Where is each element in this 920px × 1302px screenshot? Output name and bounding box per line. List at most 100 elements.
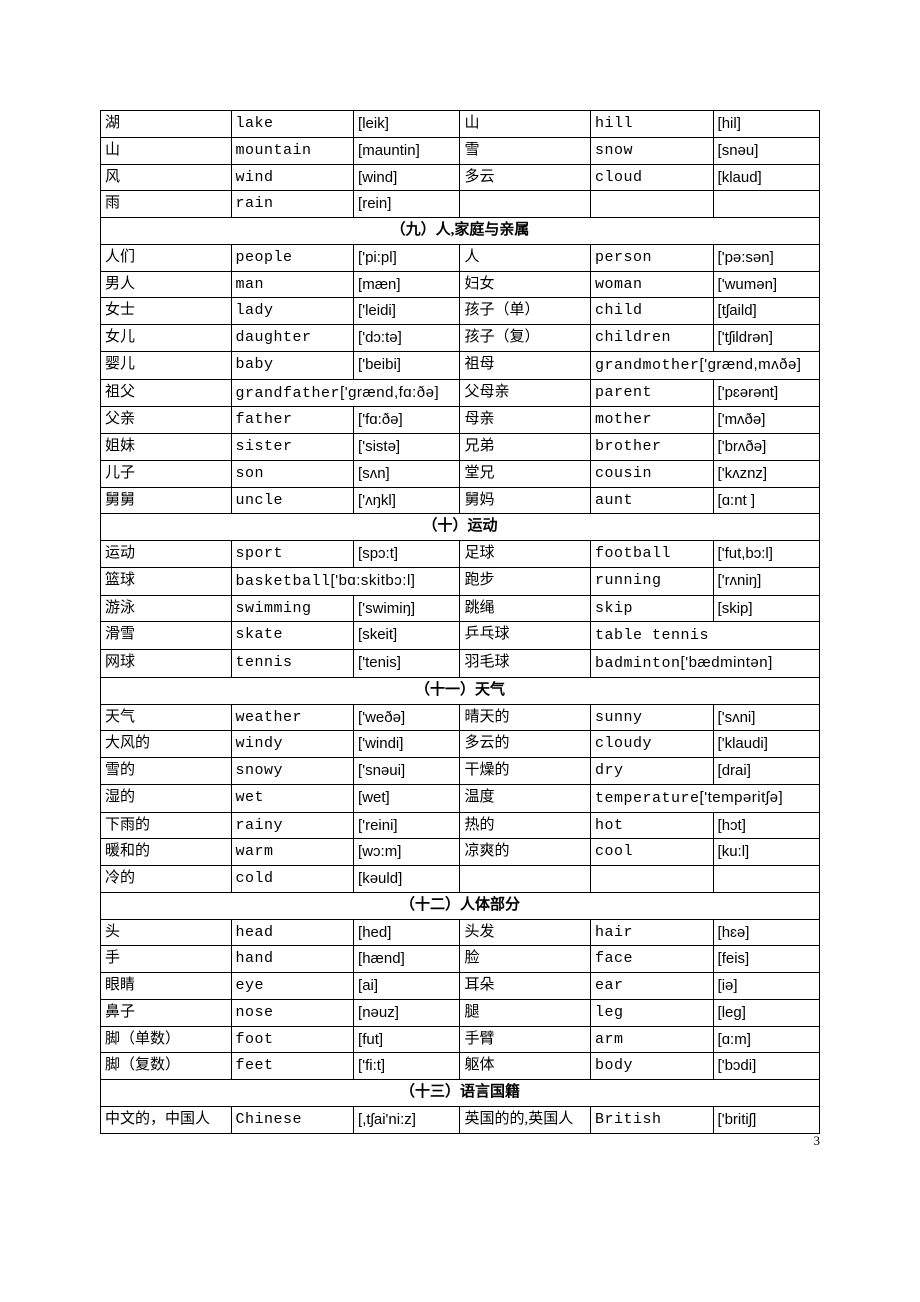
english-left: skate [231,622,354,650]
ipa-right: ['klaudi] [713,731,819,758]
chinese-left: 女儿 [101,325,232,352]
english-left: baby [231,351,354,379]
ipa-right [713,866,819,893]
chinese-right: 祖母 [460,351,591,379]
ipa-right: [hil] [713,111,819,138]
chinese-left: 大风的 [101,731,232,758]
chinese-right: 舅妈 [460,487,591,514]
english-ipa-right: table tennis [591,622,820,650]
ipa-left: ['snəui] [354,758,460,785]
section-header-row: （十一）天气 [101,677,820,704]
english-right: snow [591,137,714,164]
ipa-right: [hɛə] [713,919,819,946]
ipa-right: [iə] [713,973,819,1000]
ipa-left: ['ʌŋkl] [354,487,460,514]
english-left: snowy [231,758,354,785]
ipa-right [713,191,819,218]
ipa-left: [,tʃai'ni:z] [354,1106,460,1133]
english-right: ear [591,973,714,1000]
english-left: people [231,244,354,271]
chinese-right [460,191,591,218]
english-ipa-left: basketball['bɑ:skitbɔ:l] [231,567,460,595]
ipa-left: ['tenis] [354,650,460,678]
ipa-left: [skeit] [354,622,460,650]
ipa-right: [snəu] [713,137,819,164]
chinese-left: 下雨的 [101,812,232,839]
english-left: head [231,919,354,946]
ipa-right: [leg] [713,999,819,1026]
ipa-right: [ɑ:m] [713,1026,819,1053]
ipa-left: [hænd] [354,946,460,973]
vocab-row: 手hand[hænd]脸face[feis] [101,946,820,973]
english-left: nose [231,999,354,1026]
vocab-row: 湖lake[leik]山hill[hil] [101,111,820,138]
section-header-row: （九）人,家庭与亲属 [101,218,820,245]
english-right: child [591,298,714,325]
chinese-left: 姐妹 [101,434,232,461]
english-right: skip [591,595,714,622]
ipa-right: ['pɛərənt] [713,379,819,407]
english-left: lake [231,111,354,138]
english-right: woman [591,271,714,298]
chinese-right: 父母亲 [460,379,591,407]
english-left: sister [231,434,354,461]
english-left: uncle [231,487,354,514]
english-right: body [591,1053,714,1080]
vocab-row: 婴儿baby['beibi]祖母grandmother['grænd,mʌðə] [101,351,820,379]
page: 湖lake[leik]山hill[hil]山mountain[mauntin]雪… [0,0,920,1174]
chinese-left: 父亲 [101,407,232,434]
english-right: running [591,567,714,595]
english-left: Chinese [231,1106,354,1133]
vocab-row: 冷的cold[kəuld] [101,866,820,893]
chinese-right [460,866,591,893]
chinese-right: 多云的 [460,731,591,758]
chinese-right: 头发 [460,919,591,946]
ipa-left: [wet] [354,784,460,812]
chinese-right: 孩子（单） [460,298,591,325]
vocab-row: 父亲father['fɑ:ðə]母亲mother['mʌðə] [101,407,820,434]
english-right: sunny [591,704,714,731]
ipa-left: [wɔ:m] [354,839,460,866]
vocab-row: 滑雪skate[skeit]乒乓球table tennis [101,622,820,650]
chinese-left: 山 [101,137,232,164]
chinese-right: 雪 [460,137,591,164]
english-right: cloudy [591,731,714,758]
chinese-right: 多云 [460,164,591,191]
ipa-right: [hɔt] [713,812,819,839]
ipa-left: ['fi:t] [354,1053,460,1080]
vocab-row: 男人man[mæn]妇女woman['wumən] [101,271,820,298]
ipa-left: [ai] [354,973,460,1000]
chinese-right: 腿 [460,999,591,1026]
english-right: football [591,541,714,568]
ipa-left: [leik] [354,111,460,138]
english-right: cloud [591,164,714,191]
chinese-left: 滑雪 [101,622,232,650]
ipa-right: ['pə:sən] [713,244,819,271]
chinese-right: 躯体 [460,1053,591,1080]
english-right: brother [591,434,714,461]
chinese-right: 晴天的 [460,704,591,731]
chinese-left: 舅舅 [101,487,232,514]
vocab-row: 舅舅uncle['ʌŋkl]舅妈aunt[ɑ:nt ] [101,487,820,514]
english-right: cool [591,839,714,866]
vocab-row: 湿的wet[wet]温度temperature['tempəritʃə] [101,784,820,812]
chinese-left: 中文的，中国人 [101,1106,232,1133]
chinese-right: 脸 [460,946,591,973]
chinese-left: 雨 [101,191,232,218]
vocab-row: 雨rain[rein] [101,191,820,218]
english-left: rainy [231,812,354,839]
chinese-right: 手臂 [460,1026,591,1053]
chinese-right: 妇女 [460,271,591,298]
vocab-row: 人们people['pi:pl]人person['pə:sən] [101,244,820,271]
page-number: 3 [814,1133,821,1149]
ipa-right: [ɑ:nt ] [713,487,819,514]
vocab-row: 鼻子nose[nəuz]腿leg[leg] [101,999,820,1026]
section-header-row: （十三）语言国籍 [101,1080,820,1107]
english-left: sport [231,541,354,568]
english-right: face [591,946,714,973]
english-right: person [591,244,714,271]
english-left: man [231,271,354,298]
chinese-left: 手 [101,946,232,973]
chinese-right: 英国的的,英国人 [460,1106,591,1133]
ipa-right: ['britiʃ] [713,1106,819,1133]
